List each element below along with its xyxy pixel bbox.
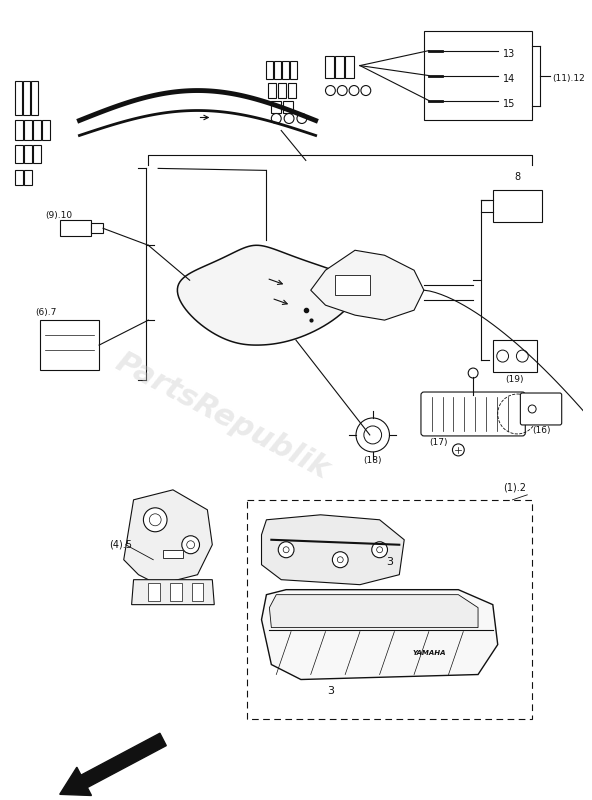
Bar — [290, 61, 297, 78]
Bar — [283, 101, 293, 113]
Text: 15: 15 — [503, 98, 515, 109]
Circle shape — [528, 405, 536, 413]
Bar — [268, 82, 276, 98]
Circle shape — [497, 350, 509, 362]
Circle shape — [361, 86, 371, 95]
Circle shape — [278, 542, 294, 558]
Circle shape — [372, 542, 388, 558]
Bar — [266, 61, 274, 78]
Bar — [24, 146, 32, 163]
Bar — [493, 190, 542, 222]
Circle shape — [468, 368, 478, 378]
Circle shape — [452, 444, 464, 456]
Bar — [15, 146, 23, 163]
Bar — [424, 30, 532, 121]
Text: (9).10: (9).10 — [45, 211, 72, 220]
Bar — [163, 550, 183, 558]
Bar — [33, 146, 41, 163]
Circle shape — [186, 541, 195, 549]
Bar — [149, 582, 160, 601]
Circle shape — [337, 557, 343, 562]
Text: (17): (17) — [429, 438, 448, 447]
Circle shape — [182, 536, 200, 554]
Bar — [271, 101, 281, 113]
Circle shape — [332, 552, 348, 568]
Text: 14: 14 — [503, 74, 515, 83]
Polygon shape — [124, 490, 213, 585]
Bar — [335, 55, 344, 78]
Text: 3: 3 — [386, 557, 393, 566]
Text: (18): (18) — [363, 456, 382, 465]
Bar — [170, 582, 182, 601]
Text: PartsRepublik: PartsRepublik — [110, 347, 334, 485]
Bar — [23, 81, 30, 115]
Polygon shape — [178, 246, 356, 345]
Circle shape — [364, 426, 382, 444]
Text: (19): (19) — [505, 375, 524, 384]
Polygon shape — [131, 580, 214, 605]
Circle shape — [297, 114, 307, 123]
FancyBboxPatch shape — [421, 392, 525, 436]
Bar — [282, 61, 289, 78]
Circle shape — [149, 514, 161, 526]
Circle shape — [349, 86, 359, 95]
Polygon shape — [262, 515, 404, 585]
Circle shape — [326, 86, 335, 95]
Text: (16): (16) — [532, 426, 551, 435]
Circle shape — [143, 508, 167, 532]
Bar — [42, 121, 50, 141]
Bar — [345, 55, 354, 78]
Circle shape — [377, 546, 382, 553]
Text: 8: 8 — [514, 172, 520, 182]
Polygon shape — [269, 594, 478, 628]
Bar — [91, 223, 103, 234]
Bar — [247, 500, 532, 719]
Bar — [24, 121, 32, 141]
Circle shape — [284, 114, 294, 123]
Bar — [274, 61, 281, 78]
Bar — [15, 170, 23, 186]
Bar — [15, 81, 22, 115]
Bar — [192, 582, 204, 601]
Bar — [33, 121, 41, 141]
Text: (6).7: (6).7 — [35, 308, 56, 317]
Text: 3: 3 — [327, 686, 334, 697]
Bar — [31, 81, 38, 115]
FancyArrow shape — [60, 734, 166, 795]
Bar — [40, 320, 99, 370]
Bar — [278, 82, 286, 98]
Text: (1).2: (1).2 — [503, 483, 526, 493]
Circle shape — [283, 546, 289, 553]
Text: YAMAHA: YAMAHA — [412, 650, 446, 655]
Circle shape — [516, 350, 528, 362]
Polygon shape — [262, 590, 498, 679]
Circle shape — [356, 418, 390, 452]
FancyBboxPatch shape — [520, 393, 562, 425]
Circle shape — [271, 114, 281, 123]
Text: (4).5: (4).5 — [109, 540, 132, 550]
Circle shape — [337, 86, 347, 95]
Text: (11).12: (11).12 — [552, 74, 585, 83]
Text: 13: 13 — [503, 49, 515, 58]
Bar — [326, 55, 334, 78]
Polygon shape — [311, 250, 424, 320]
Bar — [24, 170, 32, 186]
Bar — [335, 275, 370, 295]
Bar — [15, 121, 23, 141]
Bar — [288, 82, 296, 98]
Bar — [60, 220, 91, 236]
Bar — [493, 340, 537, 372]
